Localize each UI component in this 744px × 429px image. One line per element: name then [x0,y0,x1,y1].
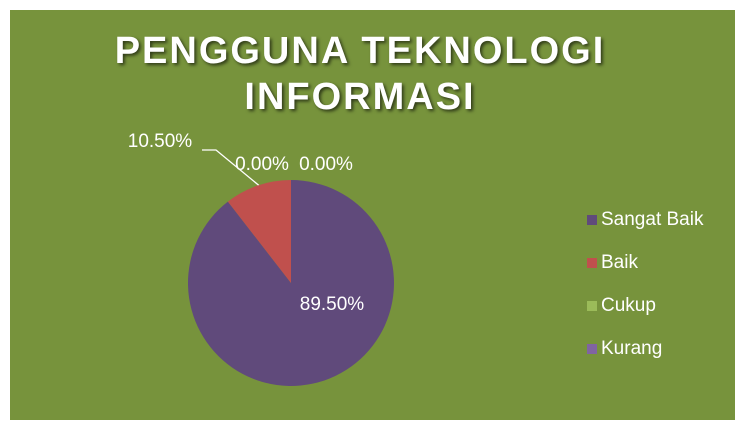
leader-line [202,149,263,189]
legend-label: Cukup [601,295,656,316]
data-label: 0.00% [235,154,289,175]
chart-title: PENGGUNA TEKNOLOGI INFORMASI [114,30,606,118]
legend-marker [587,215,597,225]
legend-marker [587,301,597,311]
data-label: 89.50% [300,294,365,315]
legend-marker [587,258,597,268]
legend-marker [587,344,597,354]
legend-label: Kurang [601,338,662,359]
pie-slice [227,180,291,283]
legend-label: Sangat Baik [601,209,704,230]
legend-label: Baik [601,252,638,273]
data-label: 10.50% [128,131,193,152]
data-label: 0.00% [299,154,353,175]
chart-area [10,10,735,420]
